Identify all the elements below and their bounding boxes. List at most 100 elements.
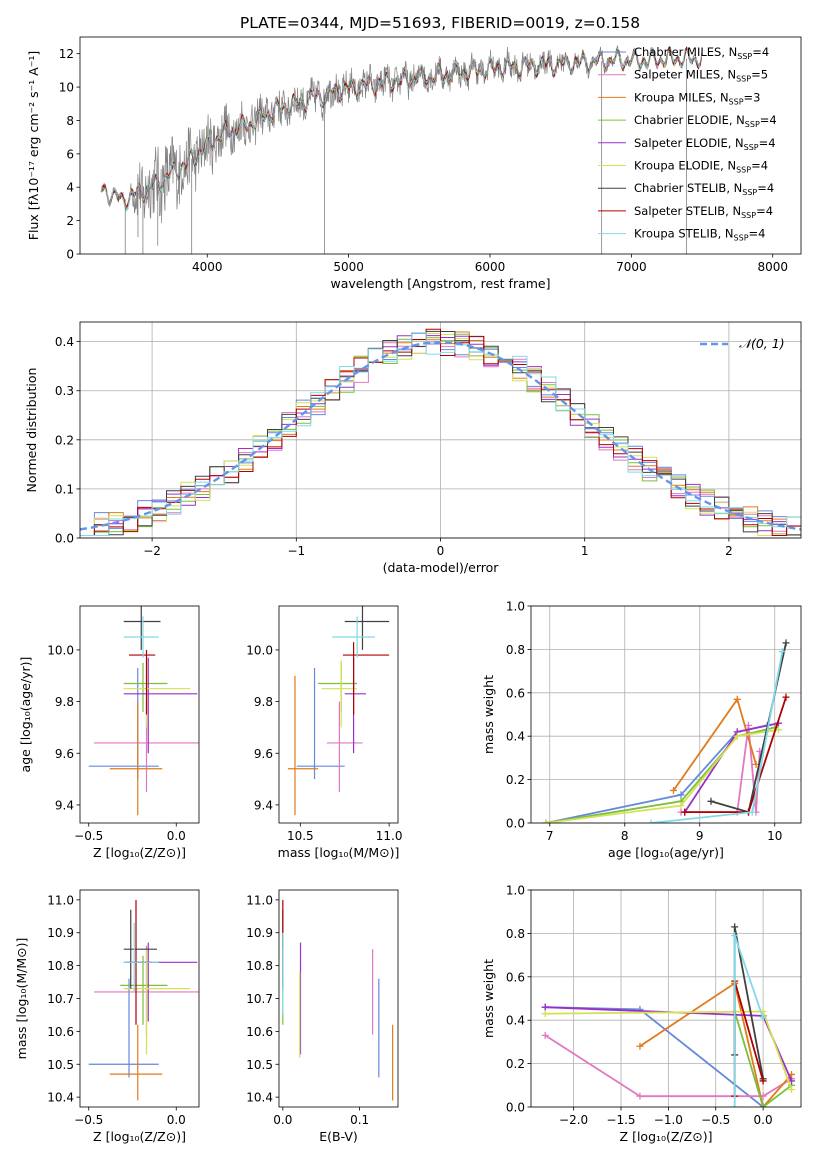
- y-tick-label: 0.2: [506, 773, 525, 787]
- weight-marker: [677, 791, 685, 799]
- weight-marker: [759, 1103, 767, 1107]
- weight-marker: [782, 693, 790, 701]
- error-bar-point: [88, 978, 159, 1078]
- axes-frame: [530, 889, 802, 1108]
- axes-frame: [278, 889, 399, 1108]
- x-tick-label: 7: [546, 829, 554, 843]
- legend-label: Kroupa MILES, NSSP=3: [634, 90, 760, 106]
- y-tick-label: 0.8: [506, 643, 525, 657]
- x-tick-label: 0.0: [754, 1113, 773, 1127]
- weight-marker: [636, 1092, 644, 1100]
- weight-marker: [731, 932, 739, 940]
- x-tick-label: 1: [581, 544, 589, 558]
- error-bar-point: [342, 642, 390, 715]
- x-tick-label: −1.5: [606, 1113, 635, 1127]
- error-bar-point: [123, 657, 198, 754]
- x-tick-label: −2: [143, 544, 161, 558]
- weight-series-line: [544, 1034, 792, 1098]
- legend-label: Salpeter MILES, NSSP=5: [634, 68, 768, 84]
- x-axis-label: Z [log₁₀(Z/Z⊙)]: [620, 1129, 713, 1144]
- x-tick-label: −0.5: [74, 829, 103, 843]
- x-tick-label: 2: [725, 544, 733, 558]
- weight-marker: [733, 695, 741, 703]
- y-tick-label: 9.8: [55, 695, 74, 709]
- error-bar-point: [120, 955, 168, 1025]
- y-tick-label: 6: [66, 147, 74, 161]
- weight-marker: [731, 1103, 739, 1107]
- error-bar-point: [321, 660, 358, 728]
- gauss-curve: [80, 340, 801, 531]
- y-tick-label: 0.2: [506, 1057, 525, 1071]
- y-tick-label: 4: [66, 181, 74, 195]
- legend-label: Chabrier MILES, NSSP=4: [634, 45, 769, 61]
- x-axis-label: E(B-V): [319, 1129, 358, 1144]
- error-bar-point: [287, 675, 319, 816]
- plot-area: [542, 639, 790, 823]
- weight-series-line: [733, 1011, 793, 1107]
- weight-marker: [681, 808, 689, 816]
- x-tick-label: 6000: [475, 260, 506, 274]
- y-tick-label: 9.6: [254, 747, 273, 761]
- plot-area: [100, 45, 703, 254]
- y-tick-label: 1.0: [506, 600, 525, 614]
- y-axis-label: age [log₁₀(age/yr)]: [18, 657, 33, 773]
- y-tick-label: 0.0: [55, 532, 74, 546]
- error-bar-point: [123, 616, 159, 658]
- error-bar-point: [296, 668, 345, 780]
- x-tick-label: 10.5: [287, 829, 314, 843]
- y-tick-label: 12: [59, 47, 74, 61]
- weight-marker: [677, 802, 685, 810]
- weight-marker: [788, 1086, 796, 1094]
- y-tick-label: 9.6: [55, 747, 74, 761]
- weight-marker: [541, 1010, 549, 1018]
- figure-title: PLATE=0344, MJD=51693, FIBERID=0019, z=0…: [240, 14, 640, 32]
- x-axis-label: Z [log₁₀(Z/Z⊙)]: [93, 845, 186, 860]
- legend-label: Kroupa ELODIE, NSSP=4: [634, 159, 768, 175]
- weight-marker: [759, 1014, 767, 1022]
- weight-marker: [748, 808, 756, 816]
- legend: Chabrier MILES, NSSP=4 Salpeter MILES, NS…: [598, 45, 777, 243]
- legend-label: Kroupa STELIB, NSSP=4: [634, 227, 765, 243]
- weight-marker: [733, 732, 741, 740]
- y-tick-label: 10.5: [246, 1058, 273, 1072]
- axes-frame: [79, 889, 200, 1108]
- panel-age-vs-Z: −0.5 0.0 9.4 9.6 9.8 10.0 Z [log₁₀(Z/Z⊙)] age […: [18, 605, 200, 860]
- panel-spectrum: 4000 5000 6000 7000 8000 0 2 4 6 8 10 12 wavelength …: [26, 36, 802, 291]
- x-axis-label: (data-model)/error: [383, 560, 500, 575]
- y-tick-label: 10.8: [246, 959, 273, 973]
- x-tick-label: 0.0: [167, 1113, 186, 1127]
- weight-marker: [670, 786, 677, 794]
- error-bar-point: [123, 662, 168, 712]
- y-tick-label: 10.4: [47, 1091, 74, 1105]
- y-tick-label: 10.9: [246, 926, 273, 940]
- weight-marker: [541, 1031, 549, 1039]
- axes-frame: [79, 605, 200, 824]
- weight-marker: [778, 648, 786, 656]
- x-tick-label: 0.1: [350, 1113, 369, 1127]
- spectrum-model-line: [100, 47, 703, 213]
- error-bar-point: [129, 649, 156, 715]
- weight-marker: [759, 1077, 767, 1085]
- error-bar-point: [109, 701, 163, 816]
- plot-area: [88, 606, 199, 816]
- weight-marker: [707, 797, 715, 805]
- panel-mass-weight-vs-age: 7 8 9 10 0.0 0.2 0.4 0.6 0.8 1.0 age [log₁₀(age/yr…: [481, 600, 802, 860]
- weight-series-line: [639, 981, 793, 1107]
- y-tick-label: 0.4: [506, 1014, 525, 1028]
- y-axis-label: mass weight: [481, 959, 496, 1038]
- x-tick-label: −1.0: [654, 1113, 683, 1127]
- error-bar-point: [123, 909, 157, 989]
- legend-label: 𝒩(0, 1): [739, 336, 785, 351]
- y-tick-label: 10.6: [246, 1025, 273, 1039]
- panel-mass-vs-EBV: 0.0 0.1 10.4 10.5 10.6 10.7 10.8 10.9 11.0 E(B-V): [246, 889, 399, 1144]
- y-tick-label: 10.4: [246, 1091, 273, 1105]
- error-bar-point: [318, 662, 358, 712]
- y-tick-label: 0.2: [55, 433, 74, 447]
- y-tick-label: 9.4: [55, 798, 74, 812]
- legend-label: Salpeter STELIB, NSSP=4: [634, 204, 773, 220]
- x-tick-label: 0.0: [273, 1113, 292, 1127]
- x-axis-label: wavelength [Angstrom, rest frame]: [330, 276, 550, 291]
- x-axis-label: Z [log₁₀(Z/Z⊙)]: [93, 1129, 186, 1144]
- x-axis-label: mass [log₁₀(M/M⊙)]: [278, 845, 400, 860]
